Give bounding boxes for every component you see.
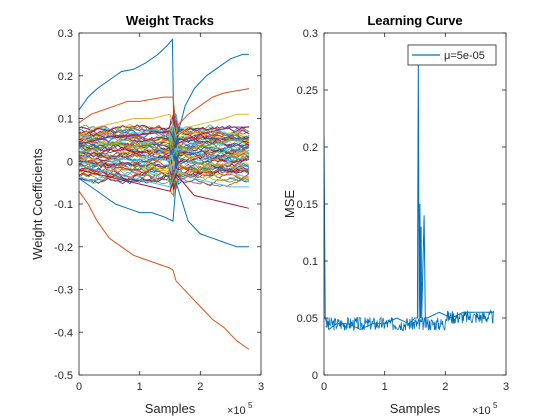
weight-tracks-series-line (79, 169, 250, 209)
weight-tracks-series-line (79, 88, 249, 129)
learning-curve-xtick-label: 0 (321, 381, 327, 393)
weight-tracks-series-line (79, 38, 249, 162)
weight-tracks-x-exponent-power: 5 (248, 401, 253, 410)
weight-tracks-ytick-label: -0.2 (54, 242, 73, 254)
legend-label: μ=5e-05 (444, 50, 485, 62)
learning-curve-xtick-label: 1 (382, 381, 388, 393)
weight-tracks-ytick-label: 0.3 (58, 28, 73, 40)
learning-curve-series-group (324, 61, 494, 332)
weight-tracks-ytick-label: -0.4 (54, 327, 73, 339)
learning-curve-title: Learning Curve (367, 13, 462, 28)
weight-tracks-axes-box (78, 32, 262, 376)
weight-tracks-band-line (79, 156, 250, 182)
weight-tracks-xlabel: Samples (145, 401, 196, 416)
learning-curve-ytick-label: 0.2 (303, 142, 318, 154)
learning-curve-ylabel: MSE (282, 190, 297, 219)
learning-curve-x-exponent: ×10 5 (472, 401, 498, 417)
weight-tracks-band-line (79, 134, 250, 159)
weight-tracks-x-exponent: ×10 5 (227, 401, 253, 417)
learning-curve-ytick-label: 0.15 (297, 199, 318, 211)
learning-curve-ytick-label: 0.3 (303, 28, 318, 40)
weight-tracks-ytick-label: 0.2 (58, 71, 73, 83)
weight-tracks-series-line (79, 113, 249, 137)
weight-tracks-ytick-label: 0.1 (58, 114, 73, 126)
learning-curve-x-exponent-base: ×10 (472, 405, 491, 417)
learning-curve-ytick-label: 0.25 (297, 85, 318, 97)
weight-tracks-series-line (79, 190, 250, 350)
learning-curve-xlabel: Samples (390, 401, 441, 416)
weight-tracks-ytick-label: 0 (67, 156, 73, 168)
weight-tracks-ytick-label: -0.3 (54, 285, 73, 297)
learning-curve-noise-line (325, 309, 494, 332)
weight-tracks-band-line (79, 130, 250, 152)
learning-curve-series-line (324, 61, 494, 331)
weight-tracks-xtick-label: 1 (137, 381, 143, 393)
weight-tracks-x-exponent-base: ×10 (227, 405, 246, 417)
learning-curve-xtick-label: 2 (442, 381, 448, 393)
weight-tracks-panel: 0 1 2 3 -0.5 -0.4 -0.3 -0.2 -0.1 0 0.1 0.2 0.3 Weight… (30, 13, 264, 417)
weight-tracks-title: Weight Tracks (126, 13, 214, 28)
learning-curve-xtick-label: 3 (503, 381, 509, 393)
weight-tracks-band-line (79, 141, 249, 165)
learning-curve-ytick-label: 0 (312, 370, 318, 382)
weight-tracks-xtick-label: 2 (197, 381, 203, 393)
learning-curve-panel: 0 1 2 3 0 0.05 0.1 0.15 0.2 0.25 0.3 Learning Curve… (282, 13, 509, 417)
weight-tracks-series-line (79, 147, 250, 167)
weight-tracks-band-line (79, 122, 250, 138)
legend-box (407, 44, 497, 66)
weight-tracks-xtick-label: 0 (76, 381, 82, 393)
legend: μ=5e-05 (407, 44, 497, 66)
weight-tracks-ylabel: Weight Coefficients (30, 148, 45, 260)
learning-curve-ytick-label: 0.05 (297, 313, 318, 325)
weight-tracks-xtick-label: 3 (258, 381, 264, 393)
weight-tracks-series-line (79, 165, 249, 188)
weight-tracks-ytick-label: -0.5 (54, 370, 73, 382)
weight-tracks-band-line (79, 134, 249, 168)
learning-curve-x-exponent-power: 5 (493, 401, 498, 410)
weight-tracks-ytick-label: -0.1 (54, 199, 73, 211)
learning-curve-ytick-label: 0.1 (303, 256, 318, 268)
weight-tracks-series-line (79, 126, 249, 145)
weight-tracks-series-line (79, 177, 249, 248)
weight-tracks-band-line (79, 115, 250, 142)
weight-tracks-series-group (79, 38, 250, 350)
weight-tracks-series-line (79, 139, 249, 154)
